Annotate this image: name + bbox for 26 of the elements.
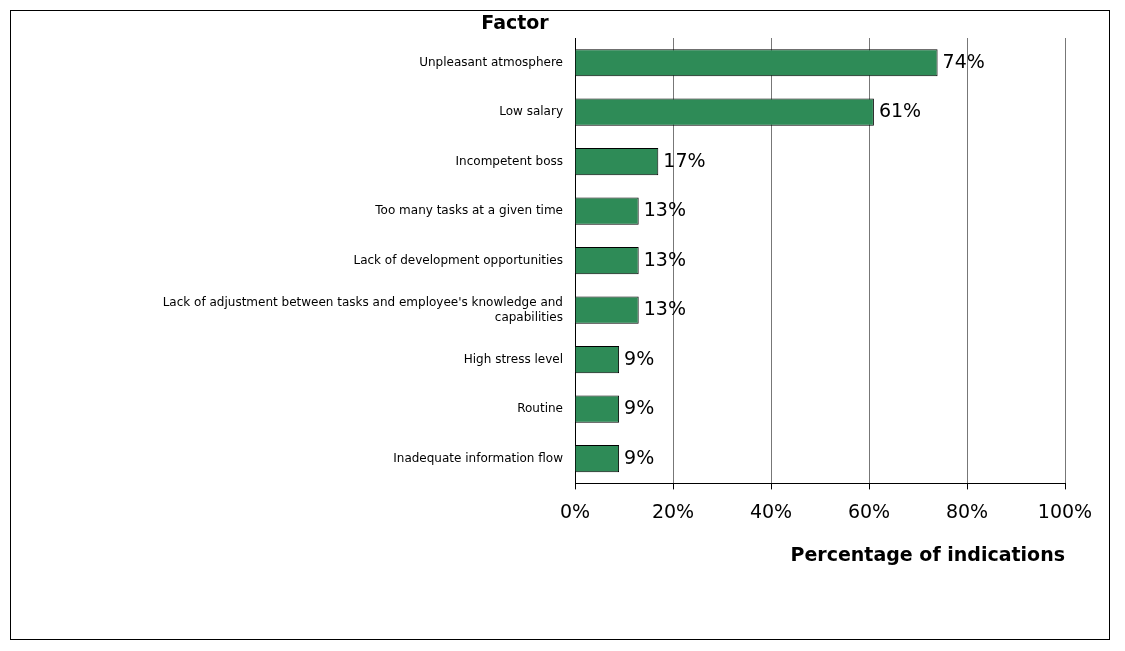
x-tick-label: 60% [847, 499, 891, 522]
x-tick-label: 20% [651, 499, 695, 522]
y-tick-label: Incompetent boss [455, 153, 563, 168]
y-tick-label: Lack of adjustment between tasks and employee's knowledge and capabilities [162, 295, 563, 324]
y-tick-label: Inadequate information flow [393, 450, 564, 465]
data-label: 17% [663, 148, 706, 171]
x-tick-label: 0% [559, 499, 591, 522]
data-label: 61% [878, 99, 922, 122]
data-label: 9% [624, 346, 655, 369]
data-label: 13% [643, 247, 686, 270]
x-axis-title: Percentage of indications [790, 542, 1065, 565]
y-tick-label: Unpleasant atmosphere [419, 54, 563, 69]
x-tick-label: 80% [945, 499, 989, 522]
x-tick-label: 40% [749, 499, 793, 522]
y-axis-title: Factor [481, 11, 550, 34]
x-tick-label: 100% [1037, 499, 1093, 522]
y-tick-label: High stress level [463, 351, 563, 366]
y-tick-label: Routine [517, 401, 563, 416]
data-label: 13% [643, 198, 686, 221]
data-label: 13% [643, 297, 686, 320]
y-tick-label: Low salary [499, 104, 563, 119]
y-tick-label: Lack of development opportunities [353, 252, 563, 267]
data-label: 9% [624, 396, 655, 419]
data-label: 9% [624, 445, 655, 468]
y-tick-label: Too many tasks at a given time [374, 203, 563, 218]
data-label: 74% [942, 49, 985, 72]
